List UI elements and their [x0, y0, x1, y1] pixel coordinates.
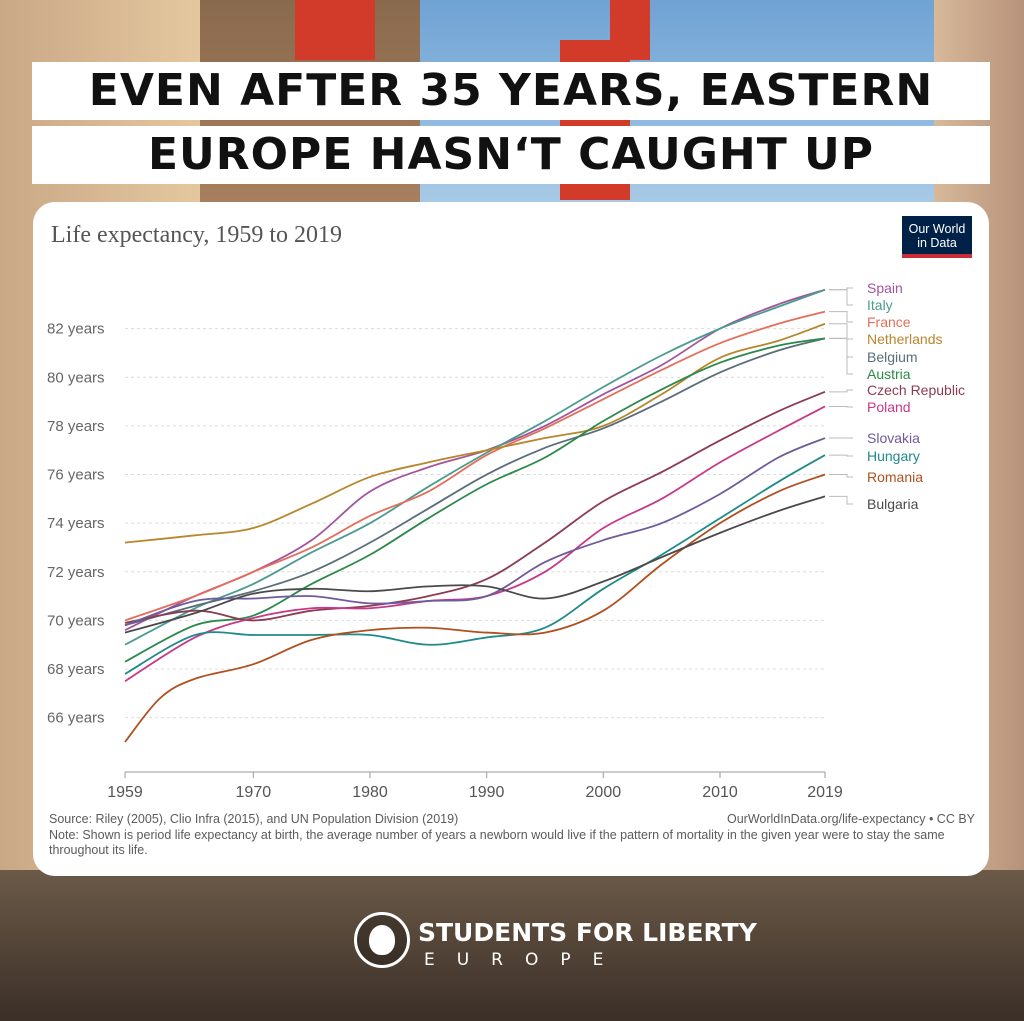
series-line: [124, 288, 826, 646]
x-tick-label: 1970: [236, 784, 272, 801]
life-expectancy-chart: 66 years 68 years 70 years 72 years 74 years…: [47, 280, 965, 801]
y-tick-label: 70 years: [47, 612, 105, 629]
x-tick-label: 2019: [807, 784, 843, 801]
footer-url: OurWorldInData.org/life-expectancy • CC …: [727, 812, 975, 826]
series-label: Slovakia: [867, 430, 920, 446]
series-label-leader: [829, 389, 853, 393]
torch-icon: [354, 912, 410, 968]
headline-line-2: EUROPE HASN‘T CAUGHT UP: [32, 126, 990, 184]
series-label-leader: [829, 337, 853, 375]
series-label: Bulgaria: [867, 496, 919, 512]
series-label: Netherlands: [867, 331, 943, 347]
y-tick-label: 72 years: [47, 564, 105, 581]
x-tick-label: 2000: [586, 784, 622, 801]
series-label: France: [867, 314, 911, 330]
series-line: [124, 337, 826, 627]
y-tick-label: 82 years: [47, 321, 105, 338]
series-line: [124, 310, 826, 622]
series-line: [124, 391, 826, 624]
series-line: [124, 437, 826, 627]
series-label-leader: [829, 495, 853, 505]
series-label-leader: [829, 454, 853, 457]
series-label: Spain: [867, 280, 903, 296]
series-label: Poland: [867, 399, 911, 415]
footer-note: Note: Shown is period life expectancy at…: [49, 828, 945, 857]
brand-logo: STUDENTS FOR LIBERTY EUROPE: [354, 906, 757, 976]
series-line: [124, 337, 826, 663]
series-label-leader: [829, 323, 853, 340]
series-label-leader: [829, 474, 853, 478]
series-label: Italy: [867, 297, 893, 313]
series-line: [124, 322, 826, 544]
y-tick-label: 80 years: [47, 369, 105, 386]
y-tick-label: 74 years: [47, 515, 105, 532]
x-tick-label: 1959: [107, 784, 143, 801]
series-label-leader: [829, 337, 853, 358]
background-flag: [610, 0, 650, 60]
series-label-leader: [829, 289, 853, 306]
series-label: Czech Republic: [867, 382, 965, 398]
brand-name: STUDENTS FOR LIBERTY: [418, 918, 757, 947]
owid-logo-line-2: in Data: [917, 236, 957, 250]
y-tick-label: 78 years: [47, 418, 105, 435]
y-tick-label: 76 years: [47, 467, 105, 484]
chart-card: Life expectancy, 1959 to 2019 Our World …: [33, 202, 989, 876]
series-line: [124, 454, 826, 675]
chart-title: Life expectancy, 1959 to 2019: [51, 222, 343, 248]
x-tick-label: 1980: [352, 784, 388, 801]
y-tick-label: 66 years: [47, 710, 105, 727]
series-label-leader: [829, 311, 853, 323]
series-line: [124, 473, 826, 743]
background-flag: [295, 0, 375, 60]
headline-line-1: EVEN AFTER 35 YEARS, EASTERN: [32, 62, 990, 120]
background-street: [0, 870, 1024, 1021]
x-tick-label: 1990: [469, 784, 505, 801]
series-line: [124, 495, 826, 634]
series-label: Hungary: [867, 448, 920, 464]
series-label: Belgium: [867, 349, 918, 365]
series-label-leader: [829, 405, 853, 408]
y-tick-label: 68 years: [47, 661, 105, 678]
brand-subtitle: EUROPE: [424, 950, 626, 970]
series-label: Austria: [867, 366, 911, 382]
footer-source: Source: Riley (2005), Clio Infra (2015),…: [49, 812, 459, 826]
owid-logo-line-1: Our World: [908, 222, 966, 236]
x-tick-label: 2010: [702, 784, 738, 801]
series-label: Romania: [867, 469, 923, 485]
owid-logo: Our World in Data: [902, 216, 972, 258]
